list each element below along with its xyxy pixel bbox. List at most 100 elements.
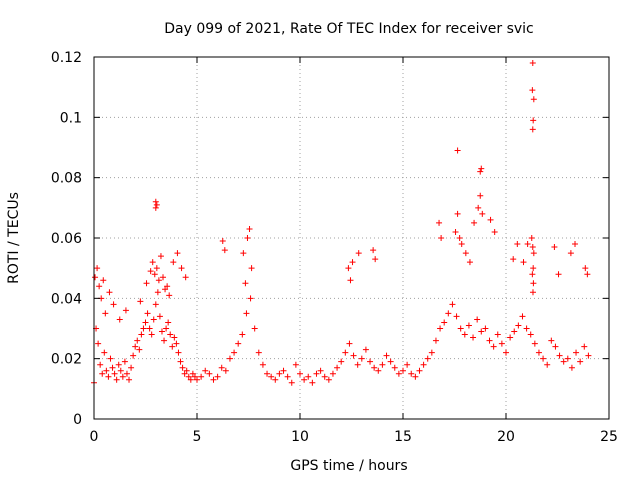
data-point (466, 259, 473, 266)
data-point (268, 373, 275, 380)
data-point (171, 334, 178, 341)
data-point (191, 373, 198, 380)
x-tick-label: 25 (600, 429, 618, 445)
data-point (552, 343, 559, 350)
data-point (109, 364, 116, 371)
data-point (395, 370, 402, 377)
data-point (130, 352, 137, 359)
data-point (349, 259, 356, 266)
y-tick-label: 0 (73, 412, 82, 428)
data-point (157, 253, 164, 260)
data-point (146, 325, 153, 332)
data-point (529, 271, 536, 278)
data-point (408, 370, 415, 377)
data-point (372, 256, 379, 263)
data-point (247, 295, 254, 302)
data-point (251, 325, 258, 332)
data-point (567, 250, 574, 257)
data-point (520, 259, 527, 266)
data-point (585, 352, 592, 359)
data-point (167, 331, 174, 338)
data-point (581, 343, 588, 350)
y-tick-label: 0.04 (51, 291, 82, 307)
data-point (173, 340, 180, 347)
data-point (226, 355, 233, 362)
data-point (573, 349, 580, 356)
data-point (111, 370, 118, 377)
data-point (134, 337, 141, 344)
data-point (259, 361, 266, 368)
data-point (491, 228, 498, 235)
data-point (551, 244, 558, 251)
data-point (334, 364, 341, 371)
data-point (243, 310, 250, 317)
data-point (264, 370, 271, 377)
data-point (478, 165, 485, 172)
data-point (494, 331, 501, 338)
data-point (540, 355, 547, 362)
data-point (102, 310, 109, 317)
data-point (555, 271, 562, 278)
data-point (152, 198, 159, 205)
x-tick-label: 0 (90, 429, 99, 445)
data-point (462, 250, 469, 257)
data-point (158, 328, 165, 335)
data-point (449, 301, 456, 308)
grid-lines (94, 57, 609, 419)
data-point (189, 370, 196, 377)
data-point (404, 361, 411, 368)
data-point (530, 250, 537, 257)
data-point (179, 364, 186, 371)
data-point (99, 370, 106, 377)
data-point (432, 337, 439, 344)
data-point (126, 376, 133, 383)
data-point (530, 117, 537, 124)
data-point (239, 331, 246, 338)
data-point (487, 216, 494, 223)
x-axis-label: GPS time / hours (290, 458, 407, 474)
data-point (524, 241, 531, 248)
data-point (527, 331, 534, 338)
data-point (95, 340, 102, 347)
data-point (103, 367, 110, 374)
data-point (556, 352, 563, 359)
data-point (177, 358, 184, 365)
data-point (244, 235, 251, 241)
data-point (519, 313, 526, 320)
chart-title: Day 099 of 2021, Rate Of TEC Index for r… (164, 21, 534, 37)
data-point (182, 274, 189, 281)
data-point (155, 277, 162, 284)
data-point (150, 316, 157, 323)
data-point (305, 373, 312, 380)
data-point (416, 367, 423, 374)
data-point (160, 274, 167, 281)
data-point (272, 376, 279, 383)
data-point (470, 334, 477, 341)
data-point (507, 334, 514, 341)
data-point (94, 265, 101, 272)
data-point (478, 328, 485, 335)
data-point (531, 340, 538, 347)
data-point (246, 225, 253, 232)
data-point (137, 298, 144, 305)
data-point (181, 370, 188, 377)
data-point (121, 358, 128, 365)
data-point (387, 358, 394, 365)
data-point (572, 241, 579, 248)
data-point (221, 247, 228, 254)
data-point (428, 349, 435, 356)
data-point (529, 60, 536, 67)
data-point (156, 313, 163, 320)
data-point (454, 210, 461, 217)
data-point (475, 204, 482, 211)
data-point (151, 271, 158, 278)
data-point (584, 271, 591, 278)
data-point (321, 373, 328, 380)
y-tick-label: 0.1 (60, 110, 82, 126)
data-point (490, 343, 497, 350)
data-point (441, 319, 448, 326)
data-point (276, 370, 283, 377)
data-point (479, 210, 486, 217)
data-point (288, 379, 295, 386)
